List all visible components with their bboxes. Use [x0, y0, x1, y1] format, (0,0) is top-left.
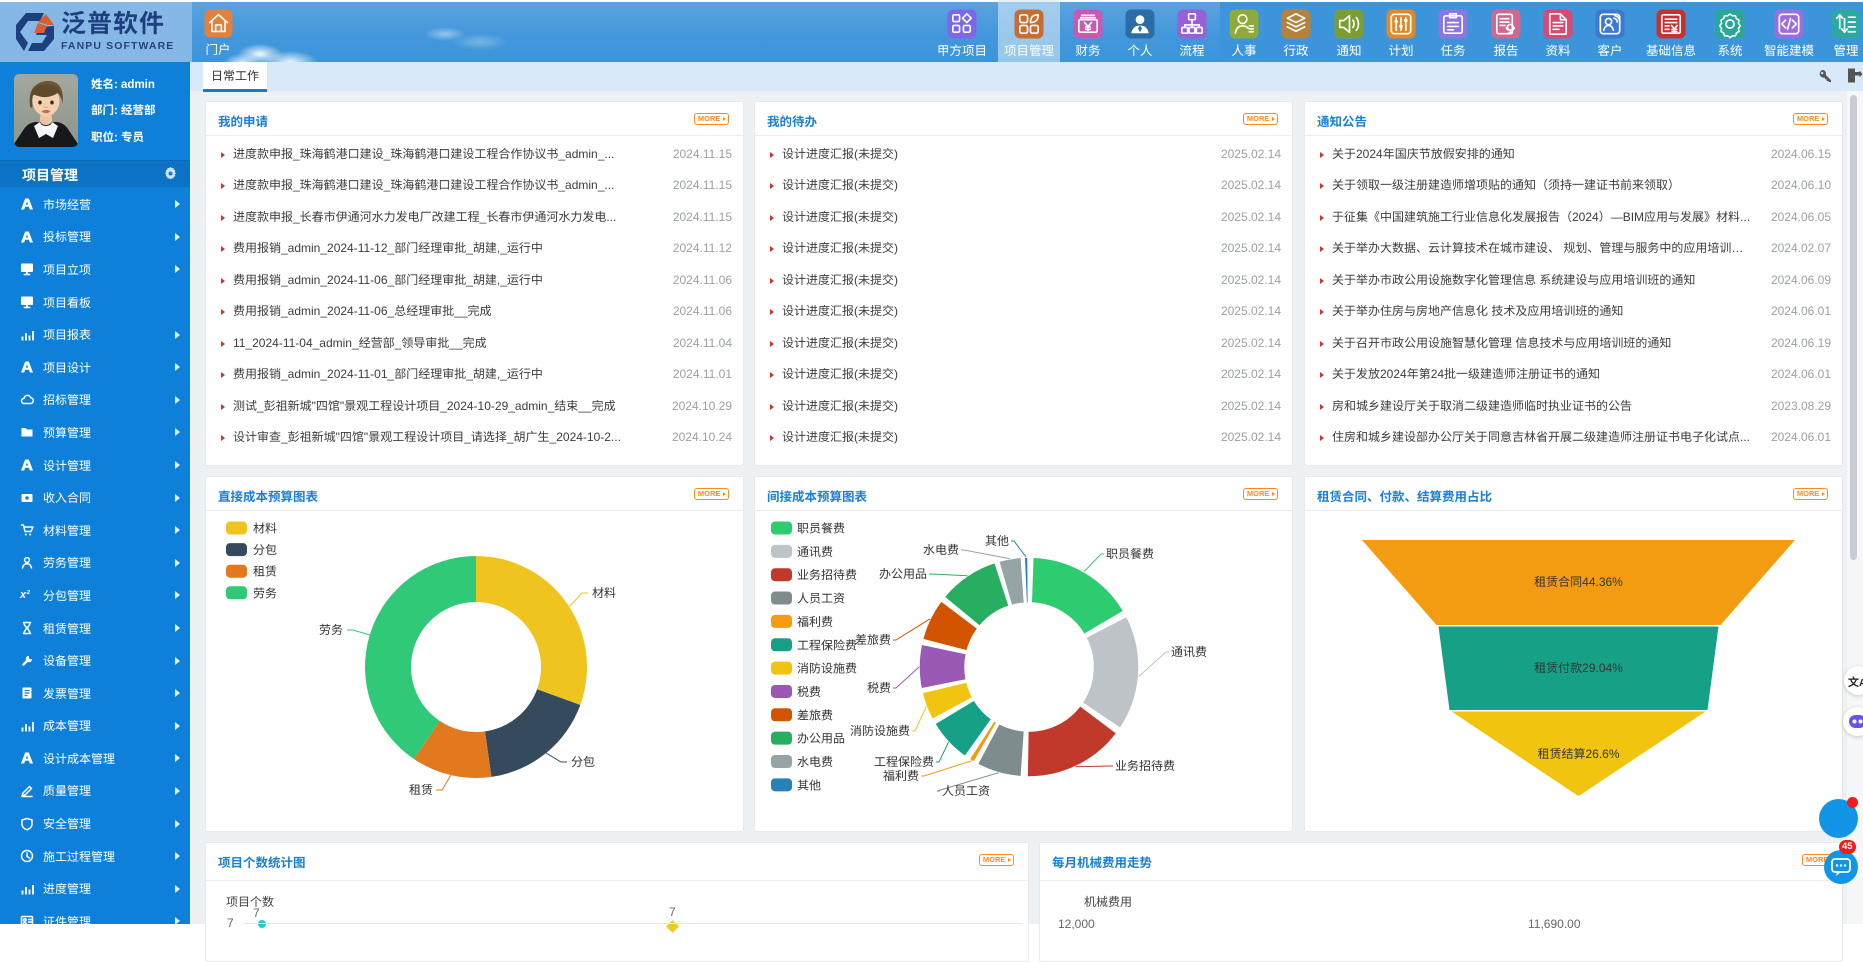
svg-text:租赁合同44.36%: 租赁合同44.36%	[1534, 575, 1623, 589]
svg-text:租赁: 租赁	[253, 565, 277, 579]
svg-text:职员餐费: 职员餐费	[797, 522, 845, 536]
svg-text:水电费: 水电费	[923, 543, 959, 557]
svg-text:消防设施费: 消防设施费	[850, 724, 910, 738]
svg-text:办公用品: 办公用品	[879, 567, 927, 581]
svg-text:税费: 税费	[797, 685, 821, 699]
svg-text:其他: 其他	[797, 778, 821, 792]
svg-text:消防设施费: 消防设施费	[797, 662, 857, 676]
svg-text:劳务: 劳务	[253, 586, 277, 600]
svg-text:水电费: 水电费	[797, 755, 833, 769]
svg-text:其他: 其他	[985, 534, 1009, 548]
svg-text:业务招待费: 业务招待费	[1115, 759, 1175, 773]
svg-text:租赁付款29.04%: 租赁付款29.04%	[1534, 661, 1623, 675]
svg-text:税费: 税费	[867, 681, 891, 695]
svg-text:福利费: 福利费	[883, 769, 919, 783]
svg-text:分包: 分包	[571, 755, 595, 769]
svg-text:业务招待费: 业务招待费	[797, 568, 857, 582]
svg-text:人员工资: 人员工资	[942, 784, 990, 798]
svg-text:材料: 材料	[592, 586, 616, 600]
svg-text:分包: 分包	[253, 543, 277, 557]
svg-text:通讯费: 通讯费	[797, 545, 833, 559]
svg-text:办公用品: 办公用品	[797, 732, 845, 746]
svg-text:通讯费: 通讯费	[1171, 645, 1207, 659]
svg-text:差旅费: 差旅费	[855, 633, 891, 647]
svg-text:工程保险费: 工程保险费	[874, 755, 934, 769]
svg-text:租赁: 租赁	[409, 783, 433, 797]
svg-text:福利费: 福利费	[797, 615, 833, 629]
svg-text:劳务: 劳务	[319, 623, 343, 637]
svg-text:租赁结算26.6%: 租赁结算26.6%	[1537, 747, 1619, 761]
svg-text:人员工资: 人员工资	[797, 592, 845, 606]
svg-text:工程保险费: 工程保险费	[797, 638, 857, 652]
svg-text:差旅费: 差旅费	[797, 708, 833, 722]
svg-text:材料: 材料	[253, 522, 277, 536]
svg-text:职员餐费: 职员餐费	[1106, 547, 1154, 561]
